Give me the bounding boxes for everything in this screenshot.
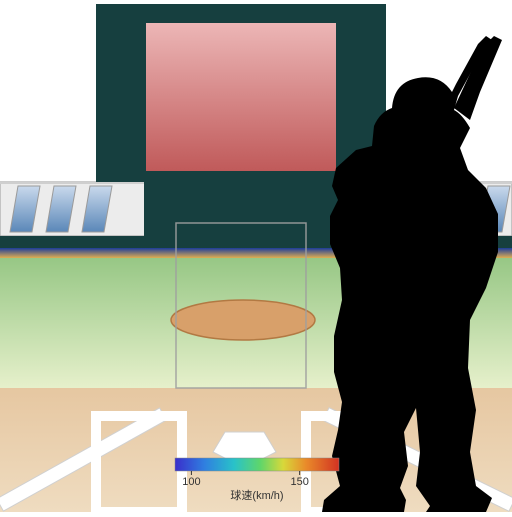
scoreboard-screen [146, 23, 336, 171]
speed-legend-bar [175, 458, 339, 471]
pitchers-mound [171, 300, 315, 340]
baseball-pitch-scene: 100 150 球速(km/h) [0, 0, 512, 512]
scene-svg: 100 150 球速(km/h) [0, 0, 512, 512]
speed-legend-tick: 150 [290, 476, 308, 488]
scoreboard-base [144, 182, 339, 236]
speed-legend-label: 球速(km/h) [230, 488, 283, 502]
speed-legend-tick: 100 [182, 476, 200, 488]
